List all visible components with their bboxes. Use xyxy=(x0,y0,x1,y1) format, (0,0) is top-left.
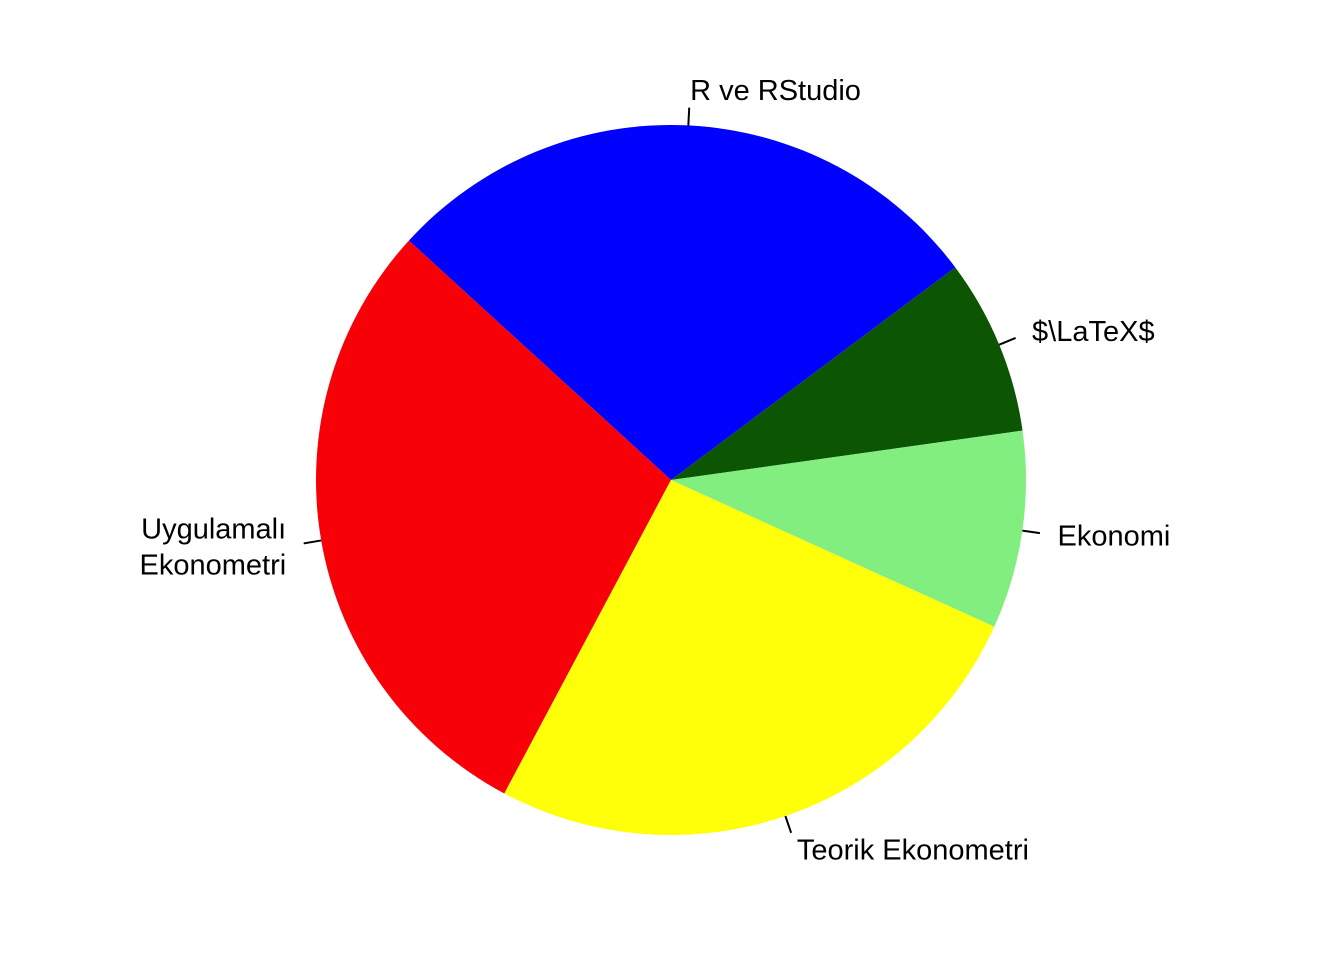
pie-slices xyxy=(316,124,1026,835)
pie-slice-teorik-ekonometri xyxy=(504,480,995,835)
pie-slice-latex xyxy=(671,267,1023,480)
leader-line xyxy=(998,337,1017,346)
leader-line xyxy=(784,815,793,834)
pie-slice-uygulamal-ekonometri xyxy=(316,240,671,794)
pie-labels: $\LaTeX$ R ve RStudio Uygulamalı Ekonometri… xyxy=(140,75,1171,867)
leader-line xyxy=(1022,529,1041,535)
leader-line xyxy=(687,107,691,126)
pie-slice-r-ve-rstudio xyxy=(408,124,956,480)
slice-label: Teorik Ekonometri xyxy=(797,835,1029,867)
pie-slice-ekonomi xyxy=(671,430,1026,627)
slice-label: Ekonomi xyxy=(1058,521,1171,553)
slice-label: $\LaTeX$ xyxy=(1032,316,1155,348)
slice-label: R ve RStudio xyxy=(690,75,861,107)
slice-label: Uygulamalı Ekonometri xyxy=(140,513,287,581)
leader-line xyxy=(303,539,322,545)
